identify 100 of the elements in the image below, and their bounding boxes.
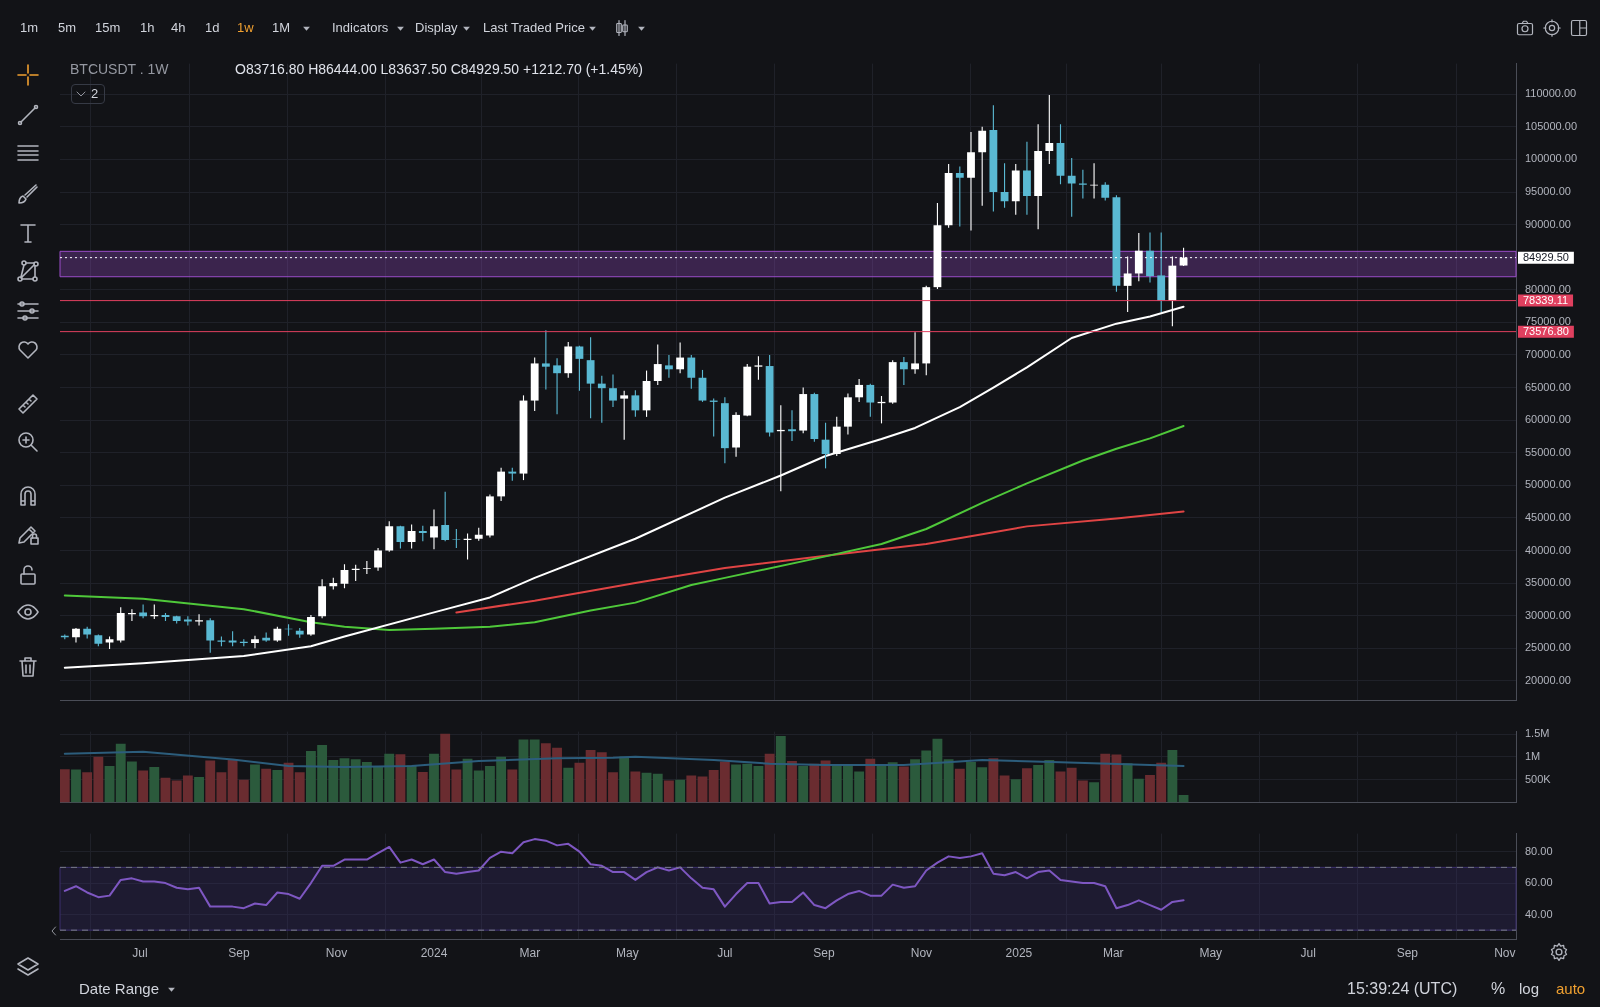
bar [865, 758, 876, 803]
bar [675, 779, 686, 803]
y-tick-label: 40.00 [1525, 907, 1553, 920]
bar [1089, 782, 1099, 803]
text: 1h [140, 19, 155, 37]
bar [753, 765, 764, 803]
bar [529, 739, 540, 803]
y-tick-label: 95000.00 [1525, 185, 1571, 198]
y-tick-label: 80000.00 [1525, 282, 1571, 295]
bar [1100, 753, 1111, 803]
bar [574, 762, 585, 803]
candlestick [430, 509, 438, 550]
bar [272, 770, 283, 803]
bar [652, 773, 663, 803]
bar [809, 763, 820, 803]
y-tick-label: 25000.00 [1525, 641, 1571, 654]
x-tick-label: Sep [1396, 946, 1419, 961]
bar [876, 765, 887, 803]
bar [261, 768, 272, 803]
bar [563, 767, 574, 803]
bar [697, 776, 708, 803]
y-tick-label: 100000.00 [1525, 152, 1577, 165]
y-tick-label: 35000.00 [1525, 576, 1571, 589]
y-tick-label: 75000.00 [1525, 315, 1571, 328]
y-tick-label: 60000.00 [1525, 413, 1571, 426]
bar [138, 770, 149, 803]
bar [775, 735, 786, 803]
bar [205, 760, 216, 803]
x-tick-label: Jul [717, 946, 733, 961]
y-tick-label: 70000.00 [1525, 347, 1571, 360]
candlestick [609, 374, 617, 408]
x-tick-label: Sep [813, 946, 835, 961]
y-tick-label: 1.5M [1525, 727, 1550, 740]
ref-line-label: 73576.80 [1523, 325, 1569, 338]
x-tick-label: Sep [228, 946, 250, 961]
bar [630, 771, 641, 803]
bar [619, 756, 630, 803]
y-tick-label: 80.00 [1525, 844, 1553, 857]
y-tick-label: 30000.00 [1525, 608, 1571, 621]
text: 1M [272, 19, 291, 37]
text: 15m [95, 19, 121, 37]
x-tick-label: Jul [132, 946, 148, 961]
text: auto [1556, 980, 1586, 998]
bar [686, 775, 697, 803]
ref-line-label: 84929.50 [1523, 251, 1569, 264]
x-tick-label: Mar [1102, 946, 1124, 961]
candlestick [1146, 232, 1154, 283]
candlestick [195, 614, 203, 626]
bar [943, 759, 954, 803]
annotation: 2 [91, 85, 99, 103]
x-tick-label: 2024 [420, 946, 448, 961]
chart-title: BTCUSDT . 1W [70, 60, 169, 78]
bar [1010, 779, 1021, 803]
bar [71, 769, 81, 803]
y-tick-label: 500K [1525, 772, 1552, 785]
text: 4h [171, 19, 186, 37]
bar [429, 753, 439, 803]
x-tick-label: Nov [1494, 946, 1516, 961]
bar [250, 764, 260, 803]
x-tick-label: Jul [1300, 946, 1316, 961]
bar [1167, 750, 1178, 803]
y-tick-label: 50000.00 [1525, 478, 1571, 491]
y-tick-label: 40000.00 [1525, 543, 1571, 556]
candlestick [788, 410, 796, 441]
y-tick-label: 105000.00 [1525, 119, 1577, 132]
text: Last Traded Price [483, 19, 585, 37]
y-tick-label: 20000.00 [1525, 673, 1571, 686]
candlestick [967, 132, 975, 231]
x-tick-label: Nov [910, 946, 933, 961]
y-tick-label: 90000.00 [1525, 217, 1571, 230]
bar [417, 771, 428, 803]
y-tick-label: 65000.00 [1525, 380, 1571, 393]
x-tick-label: Mar [519, 946, 541, 961]
x-tick-label: May [1199, 946, 1223, 961]
bar [406, 765, 417, 803]
bar [664, 780, 674, 803]
text: Display [415, 19, 458, 37]
text: 15:39:24 (UTC) [1347, 980, 1458, 998]
bar [764, 753, 775, 803]
bar [194, 776, 204, 803]
text: % [1491, 980, 1506, 998]
text: 5m [58, 19, 77, 37]
candlestick [553, 358, 561, 415]
bar [104, 765, 115, 803]
y-tick-label: 60.00 [1525, 876, 1553, 889]
bar [641, 772, 652, 803]
bar [507, 769, 518, 803]
bar [60, 769, 70, 803]
y-tick-label: 55000.00 [1525, 445, 1571, 458]
y-tick-label: 45000.00 [1525, 510, 1571, 523]
text: 1m [20, 19, 39, 37]
x-tick-label: Nov [325, 946, 348, 961]
text: 1d [205, 19, 220, 37]
bar [149, 766, 160, 803]
y-tick-label: 110000.00 [1525, 87, 1577, 100]
bar [988, 758, 999, 803]
bar [216, 772, 227, 803]
bar [898, 766, 909, 803]
bar [787, 760, 797, 803]
text: log [1519, 980, 1540, 998]
